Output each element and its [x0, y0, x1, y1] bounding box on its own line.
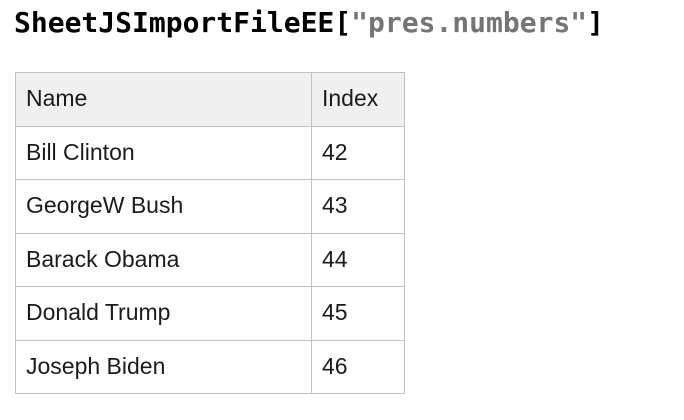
name-cell: Bill Clinton: [15, 125, 312, 180]
index-cell: 44: [311, 232, 405, 287]
name-cell: Donald Trump: [15, 286, 312, 341]
close-bracket-text: ]: [587, 6, 605, 39]
open-bracket-text: [: [334, 6, 352, 39]
index-cell: 43: [311, 179, 405, 234]
page-title: SheetJSImportFileEE["pres.numbers"]: [14, 4, 604, 42]
table-row: Bill Clinton 42: [15, 125, 405, 180]
table-row: Donald Trump 45: [15, 286, 405, 341]
sheet-name-text: "pres.numbers": [351, 6, 588, 39]
column-header-name: Name: [15, 72, 312, 127]
app-name-text: SheetJSImportFileEE: [14, 6, 335, 39]
table-row: Barack Obama 44: [15, 232, 405, 287]
presidents-table: Name Index Bill Clinton 42 GeorgeW Bush …: [15, 72, 405, 394]
index-cell: 45: [311, 286, 405, 341]
index-cell: 46: [311, 339, 405, 394]
column-header-index: Index: [311, 72, 405, 127]
name-cell: GeorgeW Bush: [15, 179, 312, 234]
table-row: GeorgeW Bush 43: [15, 179, 405, 234]
table-row: Joseph Biden 46: [15, 339, 405, 394]
table-header-row: Name Index: [15, 72, 405, 127]
name-cell: Barack Obama: [15, 232, 312, 287]
index-cell: 42: [311, 125, 405, 180]
name-cell: Joseph Biden: [15, 339, 312, 394]
